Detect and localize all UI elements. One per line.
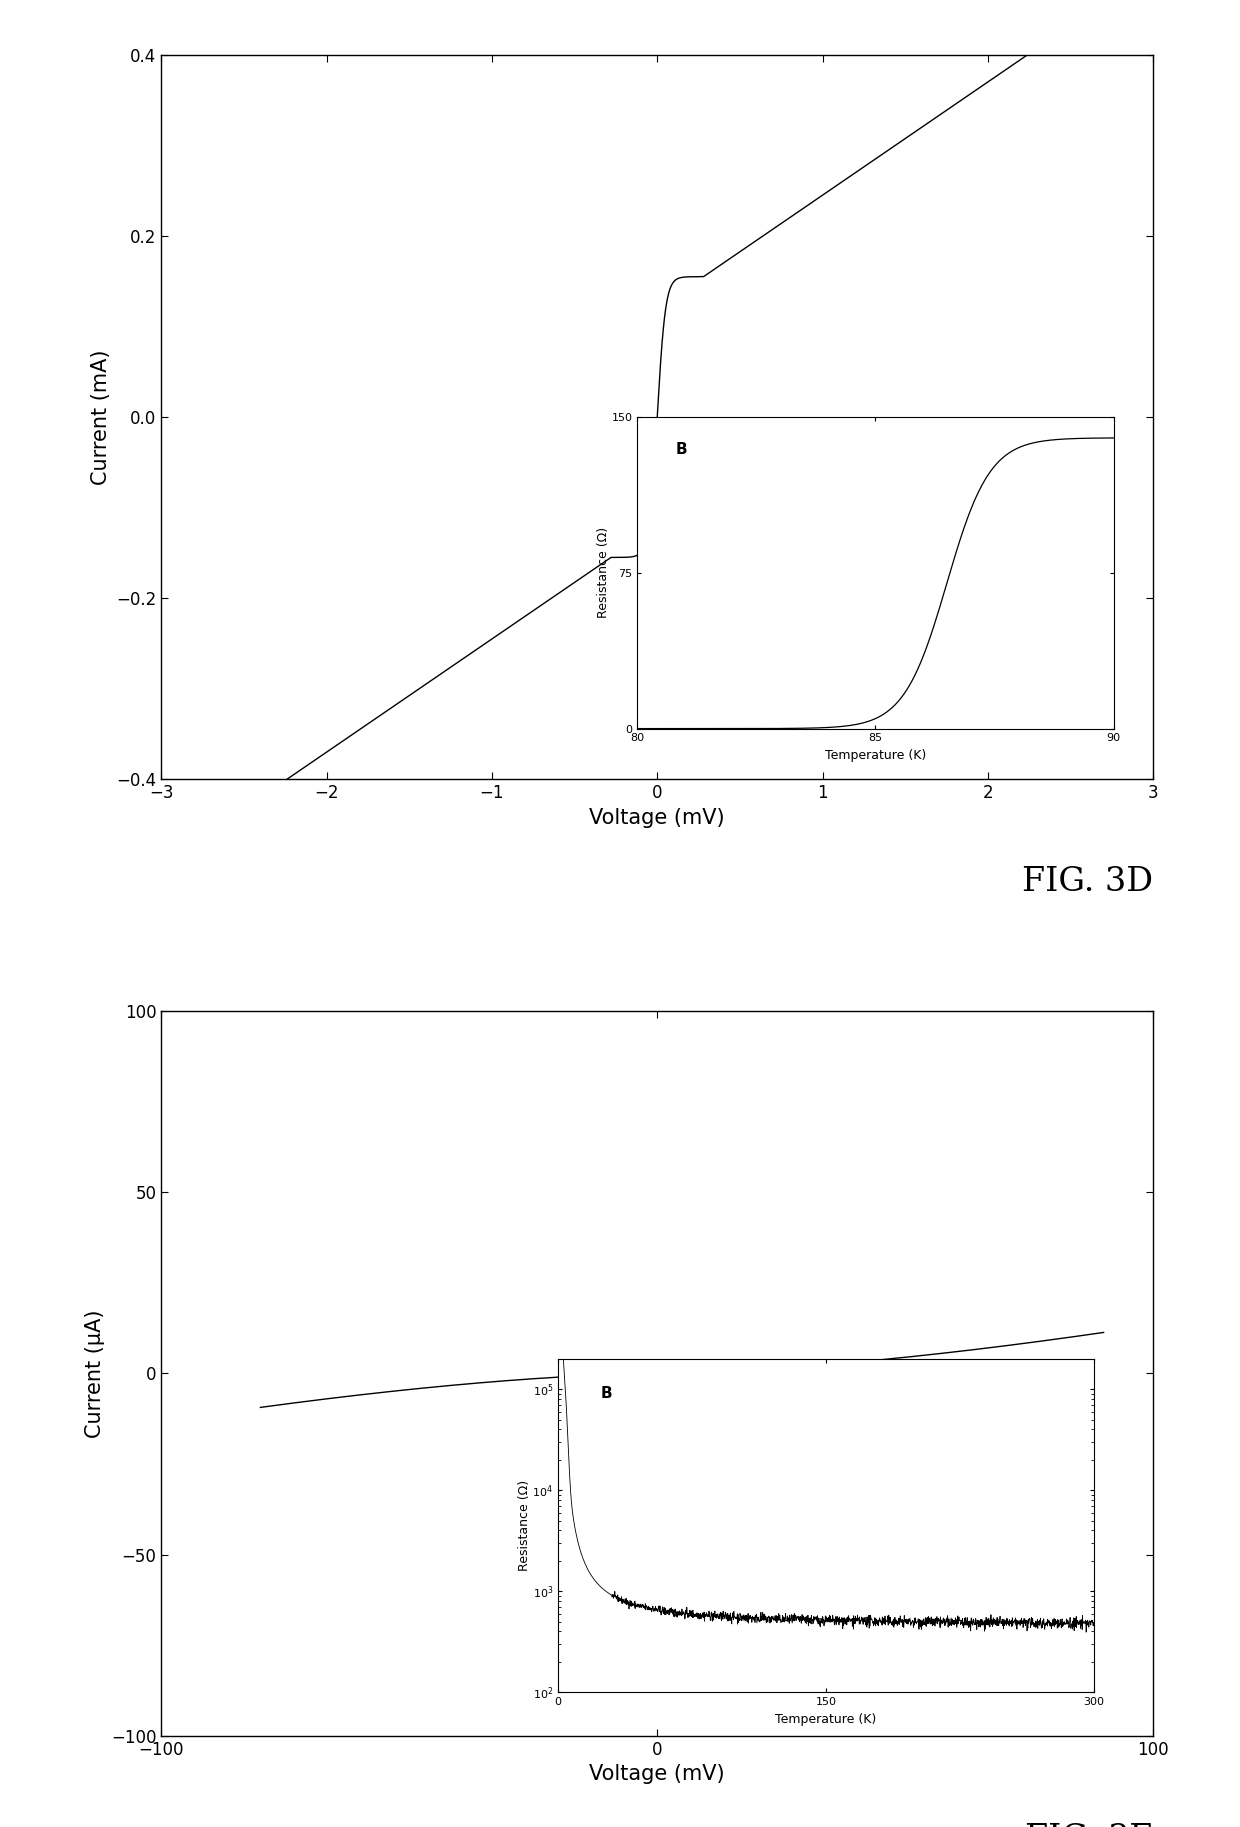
Text: FIG. 3D: FIG. 3D bbox=[1022, 866, 1153, 899]
Y-axis label: Current (mA): Current (mA) bbox=[91, 349, 110, 484]
X-axis label: Voltage (mV): Voltage (mV) bbox=[589, 808, 725, 828]
X-axis label: Voltage (mV): Voltage (mV) bbox=[589, 1765, 725, 1785]
Y-axis label: Current (μA): Current (μA) bbox=[86, 1310, 105, 1438]
Text: FIG. 3E: FIG. 3E bbox=[1024, 1823, 1153, 1827]
